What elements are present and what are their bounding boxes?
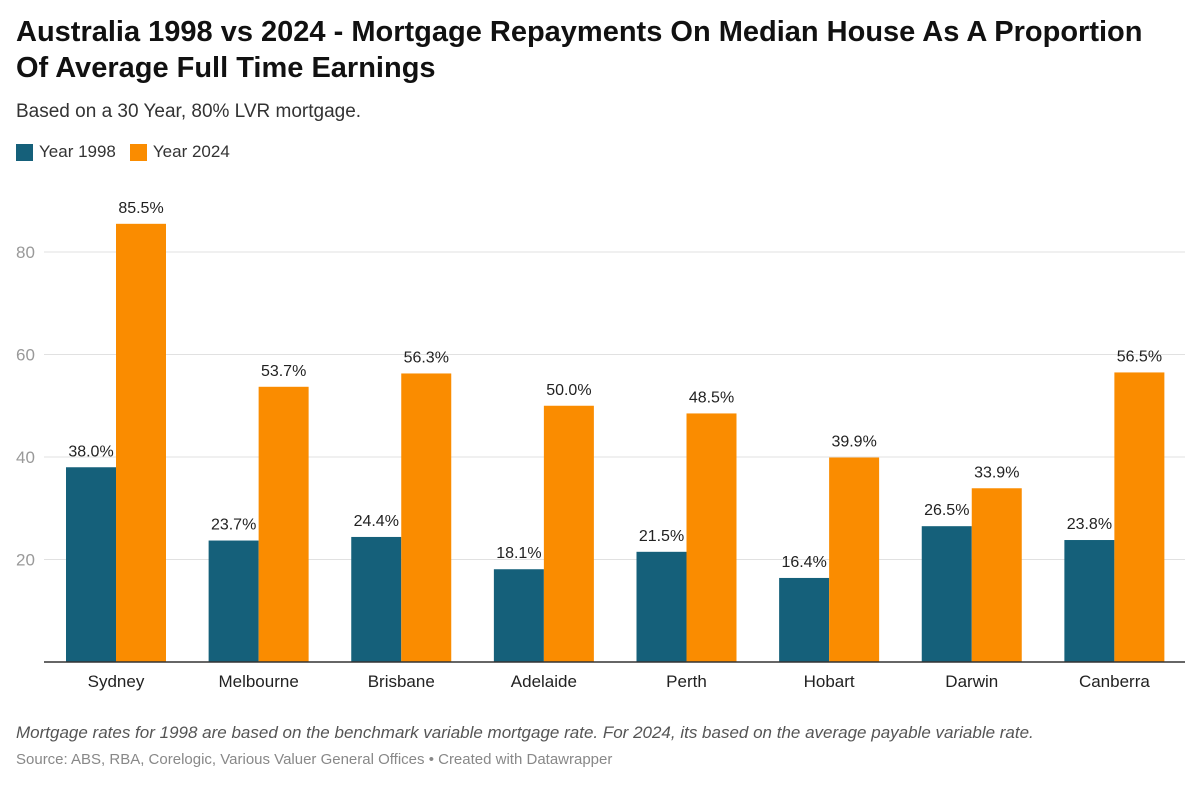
bar-chart: 20 40 60 80 38.0% 85.5% Sydney 23.7% 53.7% Melbou…	[16, 200, 1185, 691]
bar-1998	[921, 526, 972, 662]
y-tick-label: 40	[16, 448, 35, 467]
data-label: 18.1%	[496, 545, 541, 562]
bar-2024	[686, 413, 737, 662]
chart-source: Source: ABS, RBA, Corelogic, Various Val…	[16, 751, 613, 768]
bar-2024	[829, 457, 880, 662]
legend-label-1998: Year 1998	[39, 142, 116, 161]
x-tick-label: Perth	[666, 672, 707, 691]
data-label: 39.9%	[831, 434, 876, 451]
bar-2024	[1114, 372, 1165, 662]
bar-2024	[116, 223, 166, 662]
bar-1998	[493, 569, 544, 662]
bar-1998	[636, 551, 687, 662]
y-tick-label: 80	[16, 243, 35, 262]
bar-1998	[351, 536, 402, 662]
data-label: 23.8%	[1067, 516, 1112, 533]
legend-item-1998: Year 1998	[16, 142, 116, 162]
chart-notes: Mortgage rates for 1998 are based on the…	[16, 723, 1034, 742]
data-label: 26.5%	[924, 502, 969, 519]
data-label: 23.7%	[211, 517, 256, 534]
data-label: 16.4%	[781, 554, 826, 571]
legend-label-2024: Year 2024	[152, 142, 230, 161]
bar-2024	[971, 488, 1022, 662]
bar-2024	[258, 386, 309, 662]
bar-1998	[66, 467, 116, 662]
legend-swatch-1998	[16, 143, 33, 161]
chart-title: Australia 1998 vs 2024 - Mortgage Repaym…	[16, 16, 1143, 84]
legend-swatch-2024	[129, 143, 147, 161]
x-tick-label: Darwin	[945, 672, 998, 691]
data-label: 56.5%	[1117, 348, 1162, 365]
data-label: 21.5%	[639, 528, 684, 545]
y-tick-label: 20	[16, 551, 35, 570]
x-tick-label: Melbourne	[218, 672, 298, 691]
data-label: 53.7%	[261, 363, 306, 380]
data-label: 85.5%	[118, 200, 163, 217]
data-label: 38.0%	[68, 443, 113, 460]
bar-2024	[543, 405, 594, 662]
bar-1998	[1064, 540, 1115, 662]
x-tick-label: Hobart	[804, 672, 855, 691]
x-tick-label: Canberra	[1079, 672, 1150, 691]
data-label: 50.0%	[546, 382, 591, 399]
x-tick-label: Brisbane	[368, 672, 435, 691]
data-label: 33.9%	[974, 464, 1019, 481]
x-tick-label: Sydney	[88, 672, 145, 691]
bar-2024	[401, 373, 452, 662]
bar-1998	[208, 540, 259, 662]
chart-subtitle: Based on a 30 Year, 80% LVR mortgage.	[16, 101, 362, 122]
legend-item-2024: Year 2024	[129, 142, 230, 162]
x-tick-label: Adelaide	[511, 672, 577, 691]
data-label: 48.5%	[689, 389, 734, 406]
legend: Year 1998 Year 2024	[16, 142, 230, 162]
data-label: 24.4%	[354, 513, 399, 530]
data-label: 56.3%	[404, 349, 449, 366]
bar-1998	[779, 577, 830, 662]
y-tick-label: 60	[16, 346, 35, 365]
